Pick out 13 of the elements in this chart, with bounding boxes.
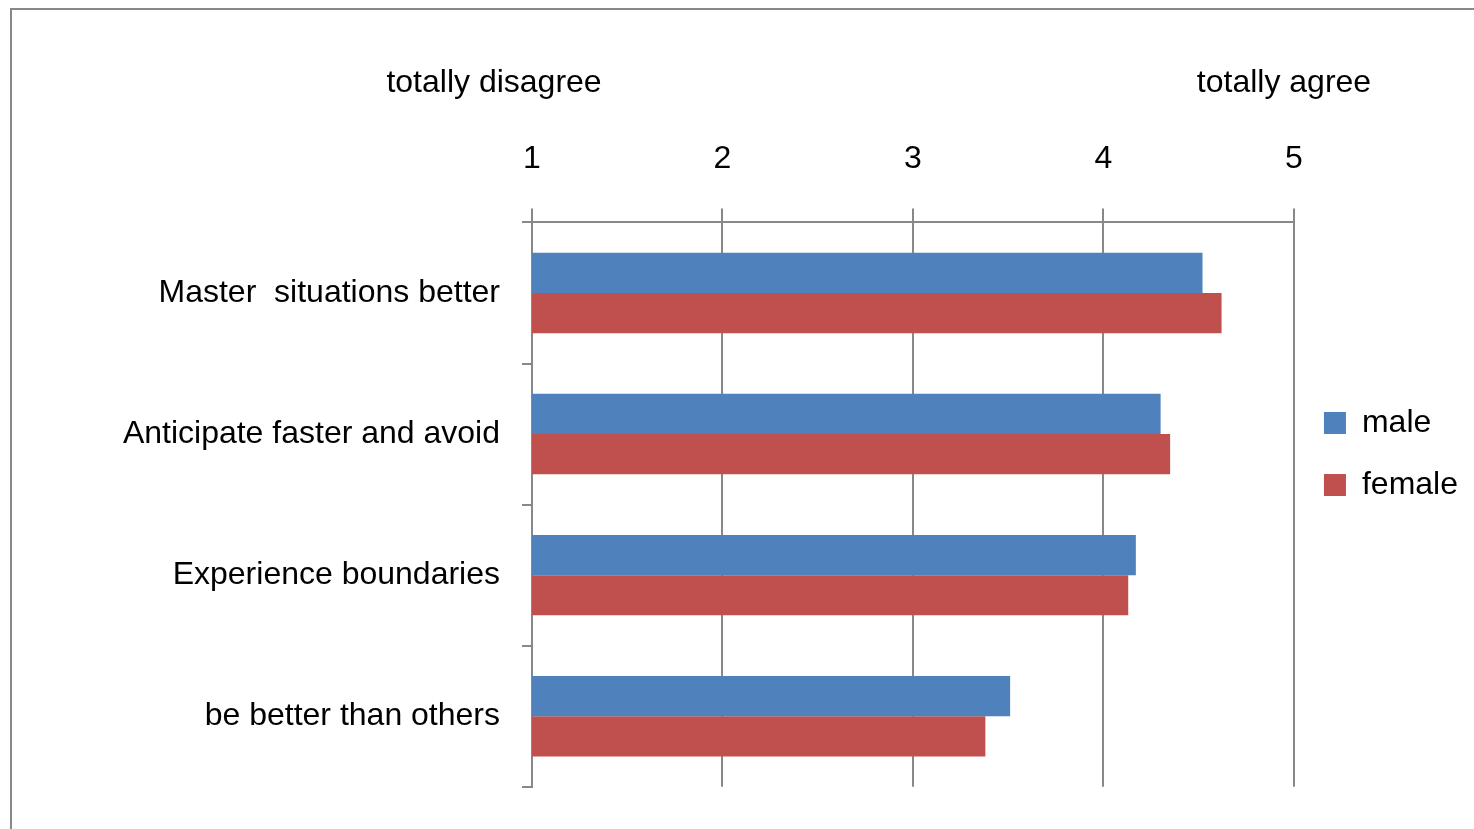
x-tick-label: 1 <box>523 139 541 176</box>
y-tick-label: Master situations better <box>158 272 501 309</box>
y-tick-label: Anticipate faster and avoid <box>122 413 500 450</box>
x-tick-label: 2 <box>713 139 732 176</box>
legend-label: female <box>1361 464 1458 501</box>
x-tick-label: 5 <box>1285 139 1303 176</box>
y-tick-label: be better than others <box>204 696 500 733</box>
x-tick-label: 4 <box>1094 139 1113 176</box>
x-tick-label: 3 <box>904 139 922 176</box>
text: totally agree <box>1196 63 1372 99</box>
legend-label: male <box>1361 402 1432 439</box>
text: totally disagree <box>386 63 602 99</box>
y-tick-label: Experience boundaries <box>172 554 500 591</box>
